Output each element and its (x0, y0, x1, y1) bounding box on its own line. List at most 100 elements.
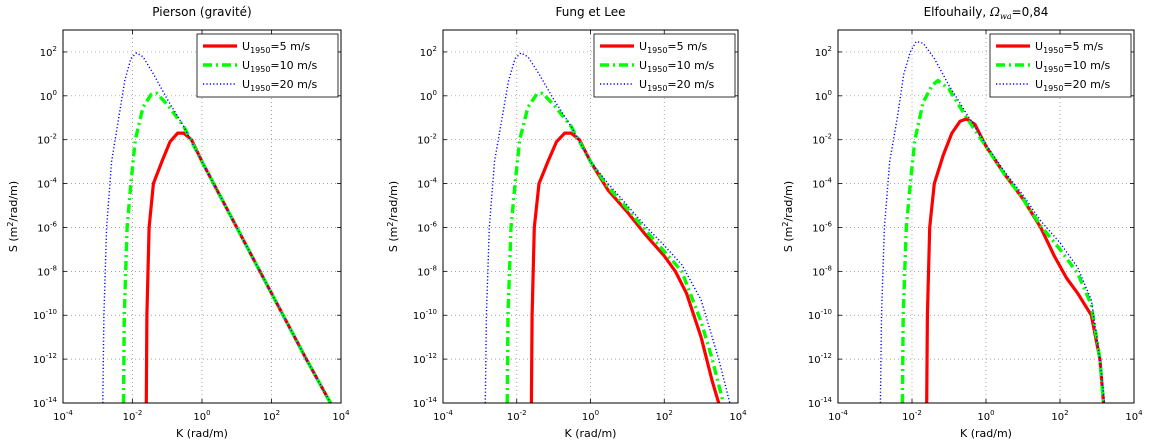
legend-label-rest: =10 m/s (667, 59, 714, 72)
x-tick-label: 102 (656, 409, 673, 423)
chart-title: Elfouhaily, Ωwa=0,84 (924, 5, 1049, 21)
legend-label-sub: 1950 (647, 46, 667, 55)
x-tick-label-exp: 2 (1064, 409, 1068, 417)
y-axis-label-part: S (m (387, 227, 400, 253)
legend-label-rest: =20 m/s (667, 78, 714, 91)
y-tick-label: 10-6 (812, 220, 832, 234)
y-tick-label: 100 (420, 89, 437, 103)
y-tick-label: 100 (815, 89, 832, 103)
chart-title-tail: =0,84 (1012, 5, 1049, 19)
y-axis-label-part: S (m (7, 227, 20, 253)
x-tick-label-exp: -4 (841, 409, 849, 417)
y-tick-label: 10-8 (37, 264, 57, 278)
y-tick-label-exp: -4 (825, 177, 833, 185)
legend-label-u: U (242, 78, 250, 91)
y-tick-label-exp: 0 (433, 89, 437, 97)
legend-label-u: U (1035, 78, 1043, 91)
x-tick-label-base: 10 (123, 412, 136, 423)
x-tick-label-base: 10 (977, 412, 990, 423)
y-tick-label-base: 10 (33, 399, 46, 410)
y-tick-label-exp: -6 (825, 220, 833, 228)
x-tick-label: 102 (263, 409, 280, 423)
y-tick-label-base: 10 (33, 355, 46, 366)
legend-label-rest: =10 m/s (270, 59, 317, 72)
series-line-3 (484, 52, 731, 403)
legend-label-2: U1950=10 m/s (639, 59, 715, 74)
x-tick-label: 104 (729, 409, 747, 423)
x-tick-label: 100 (193, 409, 210, 423)
y-tick-label-exp: -14 (821, 396, 833, 404)
legend-label-sub: 1950 (1043, 65, 1063, 74)
legend-label-u: U (639, 59, 647, 72)
y-tick-label-base: 10 (815, 48, 828, 59)
y-tick-label-base: 10 (812, 223, 825, 234)
x-tick-label: 10-2 (123, 409, 143, 423)
y-axis-label-sup: 2 (781, 222, 790, 227)
x-tick-label-exp: 0 (206, 409, 210, 417)
x-tick-label: 102 (1051, 409, 1068, 423)
y-tick-label-base: 10 (413, 399, 426, 410)
x-axis-label: K (rad/m) (176, 427, 228, 440)
y-axis-label-part: /rad/m) (7, 181, 20, 222)
y-tick-label-exp: -12 (426, 352, 437, 360)
y-tick-label-exp: -6 (50, 220, 58, 228)
y-tick-label-exp: -2 (430, 133, 437, 141)
x-tick-label: 10-4 (53, 409, 73, 423)
x-tick-label-exp: 4 (345, 409, 350, 417)
x-tick-label: 10-4 (433, 409, 453, 423)
y-axis-label-sup: 2 (386, 222, 395, 227)
legend-label-3: U1950=20 m/s (1035, 78, 1111, 93)
y-tick-label-base: 10 (40, 92, 53, 103)
legend-label-u: U (242, 40, 250, 53)
y-tick-label-base: 10 (420, 48, 433, 59)
y-tick-label: 10-2 (37, 133, 57, 147)
y-tick-label-exp: -12 (821, 352, 832, 360)
legend-label-sub: 1950 (1043, 84, 1063, 93)
y-tick-label-base: 10 (33, 311, 46, 322)
x-tick-label-base: 10 (332, 412, 345, 423)
y-tick-label-base: 10 (37, 223, 50, 234)
legend-label-2: U1950=10 m/s (242, 59, 318, 74)
x-tick-label-exp: 4 (1138, 409, 1143, 417)
y-tick-label-exp: 0 (828, 89, 832, 97)
y-tick-label-base: 10 (812, 267, 825, 278)
x-tick-label-base: 10 (53, 412, 66, 423)
chart-title-main: Elfouhaily, (924, 5, 990, 19)
y-tick-label: 10-6 (417, 220, 437, 234)
y-tick-label: 10-14 (33, 396, 58, 410)
y-axis-label-part: /rad/m) (782, 181, 795, 222)
y-tick-label-exp: -10 (46, 308, 57, 316)
y-tick-label-base: 10 (812, 136, 825, 147)
x-tick-label-exp: -4 (66, 409, 74, 417)
x-tick-label-exp: -2 (135, 409, 142, 417)
legend-label-sub: 1950 (647, 65, 667, 74)
y-tick-label: 10-12 (33, 352, 57, 366)
y-tick-label-base: 10 (808, 399, 821, 410)
y-axis-label-part: /rad/m) (387, 181, 400, 222)
y-tick-label: 10-10 (33, 308, 57, 322)
y-tick-label-exp: -2 (50, 133, 57, 141)
legend-label-rest: =5 m/s (1063, 40, 1103, 53)
x-tick-label-base: 10 (433, 412, 446, 423)
x-tick-label-exp: 0 (990, 409, 994, 417)
legend-label-sub: 1950 (250, 46, 270, 55)
y-tick-label-exp: 0 (53, 89, 57, 97)
chart-panel-2: 10-4 10-2 100 102 10410-1410-1210-1010-810-6… (386, 5, 747, 440)
y-tick-label-exp: -4 (50, 177, 58, 185)
y-tick-label: 10-6 (37, 220, 57, 234)
series-line-3 (879, 40, 1106, 403)
x-tick-label: 100 (582, 409, 599, 423)
x-tick-label-base: 10 (193, 412, 206, 423)
y-tick-label-base: 10 (417, 223, 430, 234)
x-axis-label: K (rad/m) (960, 427, 1012, 440)
x-tick-label: 104 (1125, 409, 1143, 423)
legend-label-u: U (1035, 59, 1043, 72)
series-line-2 (505, 91, 725, 403)
x-tick-label: 10-4 (828, 409, 848, 423)
y-tick-label: 10-4 (37, 177, 57, 191)
y-tick-label-exp: -14 (426, 396, 438, 404)
y-tick-label-exp: -10 (426, 308, 437, 316)
x-tick-label-base: 10 (656, 412, 669, 423)
